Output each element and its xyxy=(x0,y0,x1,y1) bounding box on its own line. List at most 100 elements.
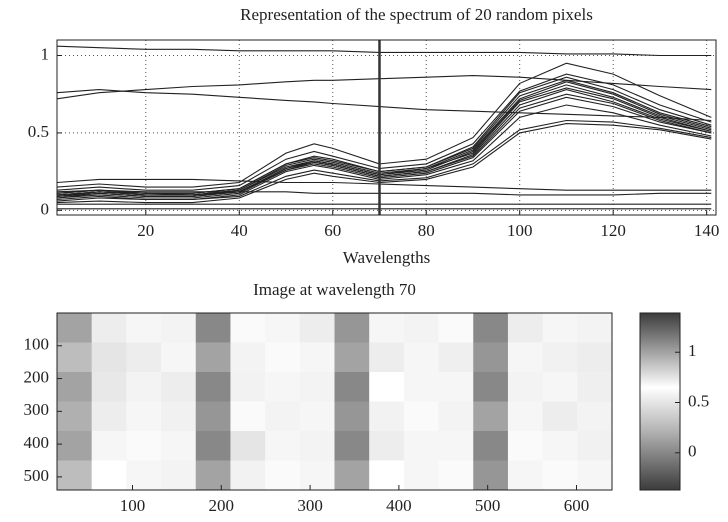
image-cell xyxy=(299,372,335,402)
spectrum-line xyxy=(56,178,712,191)
image-cell xyxy=(161,313,197,343)
spectrum-line xyxy=(56,45,712,57)
image-cell xyxy=(438,342,474,373)
image-cell xyxy=(369,401,405,432)
image-cell xyxy=(161,342,197,373)
colorbar-tick-label: 0.5 xyxy=(688,391,709,410)
image-cell xyxy=(91,401,127,432)
image-cell xyxy=(299,342,335,373)
spectrum-line xyxy=(56,76,712,194)
image-cell xyxy=(230,342,266,373)
y-tick-label: 200 xyxy=(24,367,50,386)
image-cell xyxy=(126,313,162,343)
image-cell xyxy=(57,313,93,343)
image-cell xyxy=(577,342,613,373)
y-tick-label: 500 xyxy=(24,466,50,485)
x-tick-label: 600 xyxy=(564,496,590,515)
image-cell xyxy=(577,372,613,402)
image-cell xyxy=(334,372,370,402)
image-cell xyxy=(161,460,197,491)
image-cell xyxy=(438,372,474,402)
image-cell xyxy=(542,372,578,402)
image-cell xyxy=(542,460,578,491)
spectrum-line xyxy=(56,189,712,196)
image-cell xyxy=(91,460,127,491)
image-cell xyxy=(91,431,127,461)
x-tick-label: 100 xyxy=(507,221,533,240)
image-cell xyxy=(403,431,440,461)
image-cell xyxy=(299,313,335,343)
image-cell xyxy=(473,313,509,343)
image-cell xyxy=(126,372,162,402)
y-tick-label: 0.5 xyxy=(28,122,49,141)
image-cell xyxy=(195,372,231,402)
image-cell xyxy=(507,431,544,461)
image-cell xyxy=(507,401,544,432)
image-cell xyxy=(299,460,335,491)
image-cell xyxy=(577,431,613,461)
image-cell xyxy=(334,431,370,461)
x-tick-label: 20 xyxy=(137,221,154,240)
image-cell xyxy=(403,313,440,343)
y-tick-label: 0 xyxy=(41,199,50,218)
x-tick-label: 40 xyxy=(231,221,248,240)
x-axis-label: Wavelengths xyxy=(343,248,430,267)
spectrum-line xyxy=(56,87,712,197)
image-cell xyxy=(438,460,474,491)
image-cell xyxy=(265,431,301,461)
image-cell xyxy=(57,460,93,491)
y-tick-label: 300 xyxy=(24,400,50,419)
image-cell xyxy=(507,342,544,373)
spectrum-line xyxy=(56,62,712,188)
image-cell xyxy=(195,342,231,373)
image-cell xyxy=(126,431,162,461)
colorbar xyxy=(639,312,681,491)
y-tick-label: 100 xyxy=(24,335,50,354)
y-tick-label: 400 xyxy=(24,433,50,452)
image-cell xyxy=(473,460,509,491)
spectrum-line xyxy=(56,89,712,122)
image-cell xyxy=(195,313,231,343)
y-tick-label: 1 xyxy=(41,44,50,63)
image-cell xyxy=(265,401,301,432)
spectrum-line xyxy=(56,123,712,204)
image-cell xyxy=(265,372,301,402)
image-cell xyxy=(473,372,509,402)
image-cell xyxy=(57,342,93,373)
image-cell xyxy=(265,460,301,491)
image-cell xyxy=(577,401,613,432)
image-cell xyxy=(369,342,405,373)
image-cell xyxy=(230,431,266,461)
axes-box xyxy=(56,312,613,491)
image-cell xyxy=(195,401,231,432)
image-cell xyxy=(299,431,335,461)
spectrum-line xyxy=(56,81,712,196)
x-tick-label: 140 xyxy=(694,221,720,240)
image-cell xyxy=(542,431,578,461)
image-cell xyxy=(126,460,162,491)
x-tick-label: 500 xyxy=(475,496,501,515)
image-cell xyxy=(230,372,266,402)
image-cell xyxy=(369,313,405,343)
x-tick-label: 200 xyxy=(209,496,235,515)
axes-box xyxy=(56,39,717,216)
image-cell xyxy=(507,372,544,402)
image-cell xyxy=(438,401,474,432)
image-cell xyxy=(403,460,440,491)
x-tick-label: 80 xyxy=(418,221,435,240)
image-cell xyxy=(91,313,127,343)
x-tick-label: 400 xyxy=(386,496,412,515)
image-cell xyxy=(473,431,509,461)
image-cell xyxy=(91,372,127,402)
image-cell xyxy=(507,460,544,491)
image-cell xyxy=(265,313,301,343)
image-cell xyxy=(507,313,544,343)
image-cell xyxy=(230,401,266,432)
chart-title: Representation of the spectrum of 20 ran… xyxy=(240,5,593,24)
image-cell xyxy=(57,401,93,432)
x-tick-label: 300 xyxy=(297,496,323,515)
image-cell xyxy=(126,342,162,373)
image-cell xyxy=(577,313,613,343)
image-cell xyxy=(403,372,440,402)
